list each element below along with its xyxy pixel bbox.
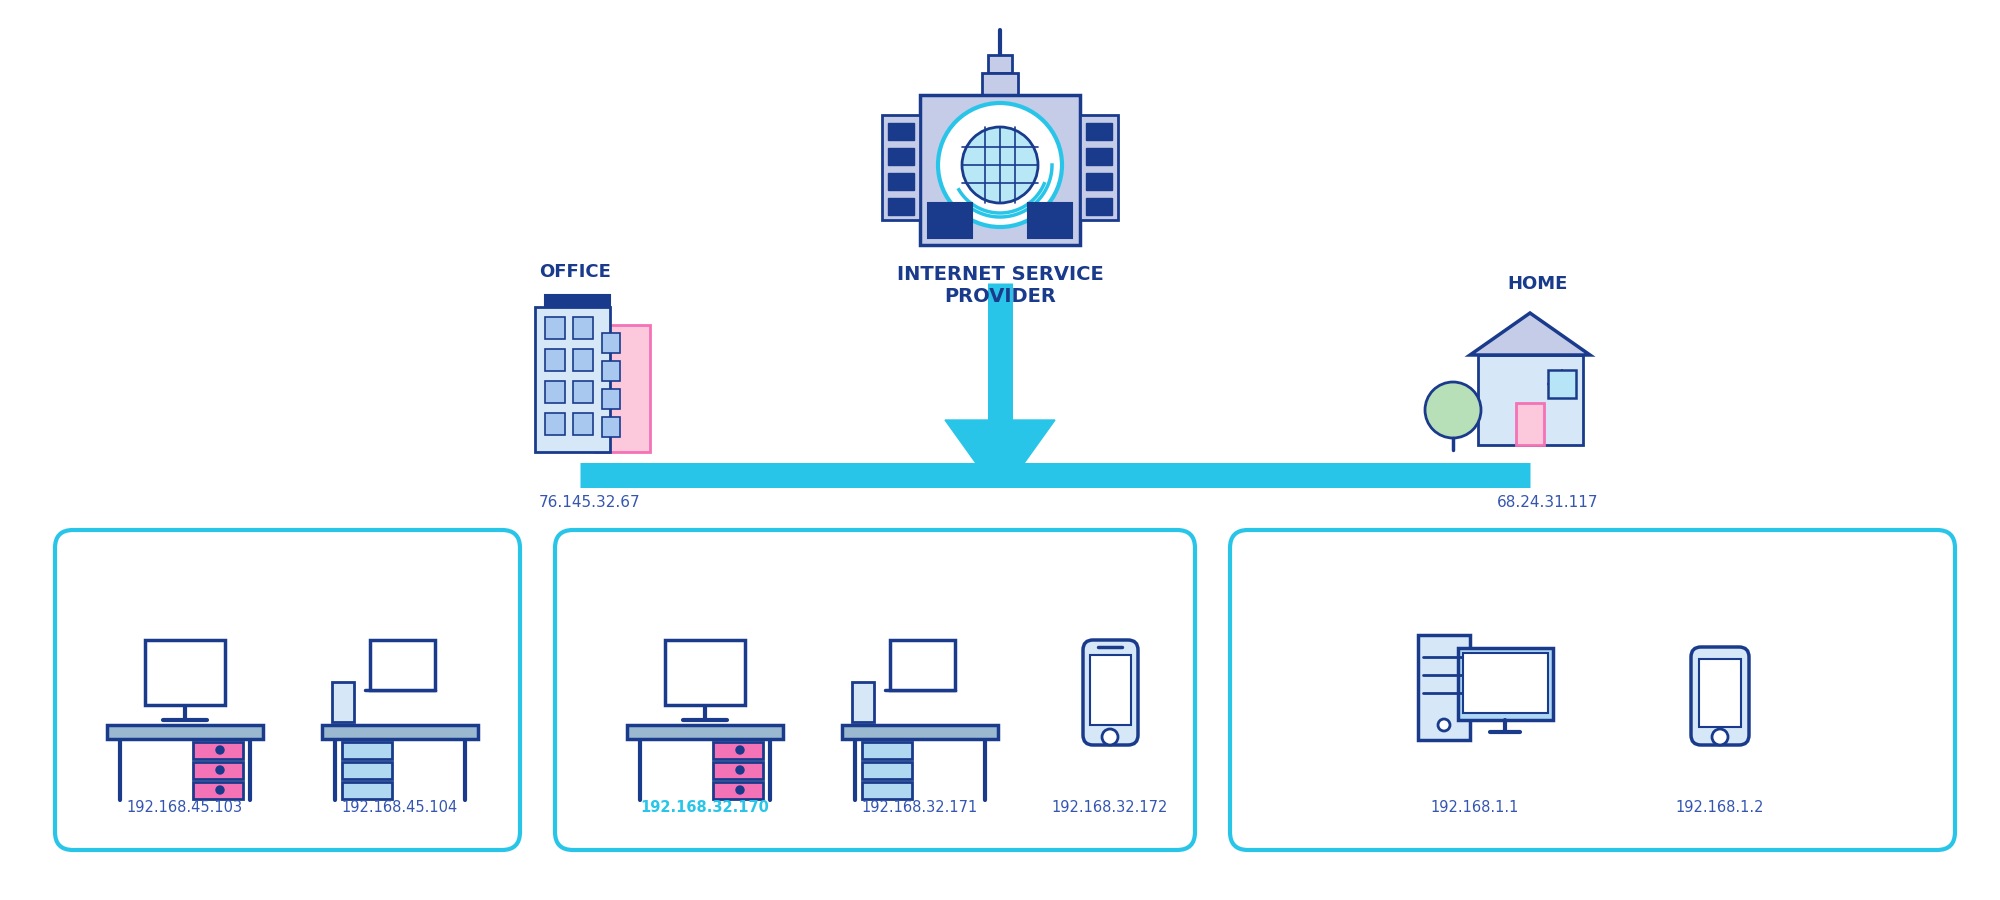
Bar (1464, 653, 1548, 713)
Text: 192.168.45.104: 192.168.45.104 (342, 800, 458, 815)
Circle shape (1102, 729, 1118, 745)
Circle shape (216, 786, 224, 794)
Bar (536, 307, 610, 452)
Text: 76.145.32.67: 76.145.32.67 (540, 495, 640, 510)
Polygon shape (946, 420, 1056, 480)
Bar (602, 417, 620, 437)
Bar (862, 762, 912, 779)
Circle shape (736, 786, 744, 794)
Bar (888, 123, 914, 140)
Bar (544, 295, 610, 307)
Bar (982, 73, 1018, 95)
Bar (602, 389, 620, 409)
Bar (888, 148, 914, 165)
Text: 192.168.32.172: 192.168.32.172 (1052, 800, 1168, 815)
Bar (1086, 198, 1112, 215)
Circle shape (216, 766, 224, 774)
Bar (370, 640, 436, 690)
Bar (1700, 659, 1740, 727)
Polygon shape (1470, 313, 1590, 355)
Text: INTERNET SERVICE
PROVIDER: INTERNET SERVICE PROVIDER (896, 265, 1104, 306)
Circle shape (1424, 382, 1480, 438)
Bar (712, 742, 764, 759)
Circle shape (216, 746, 224, 754)
FancyBboxPatch shape (556, 530, 1196, 850)
Bar (664, 640, 744, 705)
Bar (1478, 355, 1584, 445)
Bar (574, 381, 592, 403)
Bar (712, 762, 764, 779)
Bar (574, 317, 592, 339)
Circle shape (1712, 729, 1728, 745)
Bar (928, 203, 972, 238)
Text: 192.168.1.2: 192.168.1.2 (1676, 800, 1764, 815)
Bar (144, 640, 224, 705)
Bar (862, 742, 912, 759)
Circle shape (736, 746, 744, 754)
Text: 192.168.1.1: 192.168.1.1 (1430, 800, 1520, 815)
Bar (332, 682, 354, 722)
Bar (544, 381, 566, 403)
Bar (1080, 115, 1118, 220)
Text: HOME: HOME (1508, 275, 1568, 293)
Bar (862, 782, 912, 799)
Bar (192, 762, 244, 779)
Bar (342, 782, 392, 799)
Bar (322, 725, 478, 739)
FancyBboxPatch shape (1084, 640, 1138, 745)
Text: OFFICE: OFFICE (540, 263, 610, 281)
Bar (1028, 203, 1072, 238)
Bar (1086, 123, 1112, 140)
Text: 192.168.32.171: 192.168.32.171 (862, 800, 978, 815)
FancyBboxPatch shape (56, 530, 520, 850)
Bar (1516, 403, 1544, 445)
Bar (544, 413, 566, 435)
Bar (1086, 148, 1112, 165)
Bar (108, 725, 264, 739)
Circle shape (938, 103, 1062, 227)
Bar (602, 333, 620, 353)
Bar (1458, 648, 1552, 720)
Bar (342, 762, 392, 779)
Bar (1548, 370, 1576, 398)
Circle shape (1438, 719, 1450, 731)
Bar (888, 173, 914, 190)
Bar (852, 682, 874, 722)
Bar (628, 725, 784, 739)
Bar (1086, 173, 1112, 190)
Bar (882, 115, 920, 220)
Bar (1418, 635, 1470, 740)
Bar (192, 742, 244, 759)
Bar (1090, 655, 1132, 725)
Circle shape (736, 766, 744, 774)
Bar (602, 361, 620, 381)
Bar (712, 782, 764, 799)
Text: 192.168.45.103: 192.168.45.103 (126, 800, 244, 815)
Circle shape (962, 127, 1038, 203)
Bar (544, 349, 566, 371)
Text: 192.168.32.170: 192.168.32.170 (640, 800, 770, 815)
FancyBboxPatch shape (1230, 530, 1956, 850)
Bar (890, 640, 956, 690)
Bar (842, 725, 998, 739)
Bar (574, 349, 592, 371)
Bar (888, 198, 914, 215)
FancyBboxPatch shape (1692, 647, 1748, 745)
Bar (988, 55, 1012, 73)
Bar (920, 95, 1080, 245)
Text: 68.24.31.117: 68.24.31.117 (1498, 495, 1598, 510)
Bar (342, 742, 392, 759)
Bar (596, 325, 650, 452)
Bar (544, 317, 566, 339)
Bar (192, 782, 244, 799)
Bar (574, 413, 592, 435)
